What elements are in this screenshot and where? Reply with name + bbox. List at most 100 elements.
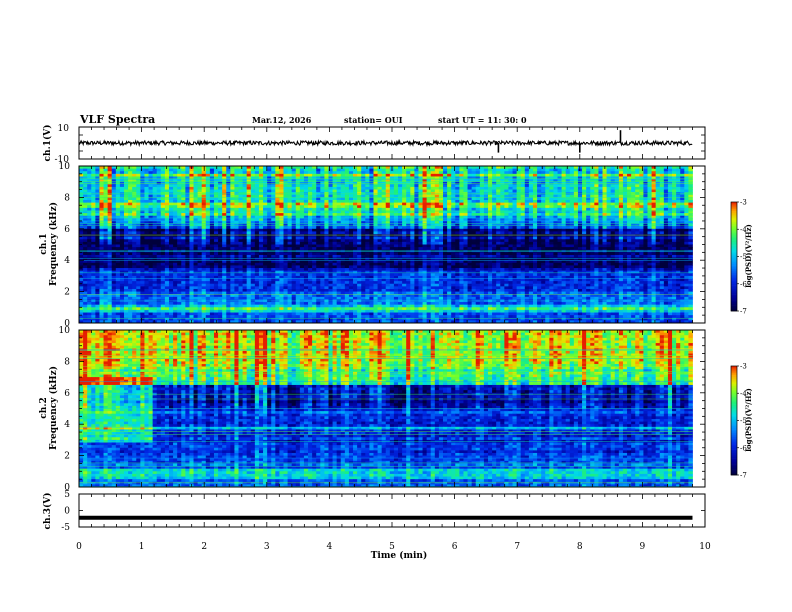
- spectrogram-cell: [467, 186, 473, 190]
- spectrogram-cell: [168, 205, 174, 209]
- spectrogram-cell: [545, 200, 550, 204]
- spectrogram-cell: [471, 247, 477, 251]
- spectrogram-cell: [447, 168, 452, 172]
- spectrogram-cell: [524, 207, 530, 211]
- spectrogram-cell: [471, 200, 477, 204]
- spectrogram-cell: [655, 189, 661, 193]
- spectrogram-cell: [508, 210, 513, 214]
- spectrogram-cell: [573, 207, 579, 211]
- spectrogram-cell: [103, 213, 109, 217]
- spectrogram-cell: [606, 215, 612, 219]
- spectrogram-cell: [577, 200, 583, 204]
- spectrogram-cell: [328, 186, 333, 190]
- spectrogram-cell: [627, 189, 632, 193]
- spectrogram-cell: [303, 213, 309, 217]
- spectrogram-cell: [365, 236, 370, 240]
- spectrogram-cell: [177, 176, 182, 180]
- spectrogram-cell: [455, 247, 460, 251]
- spectrogram-cell: [614, 207, 620, 211]
- spectrogram-cell: [193, 184, 199, 188]
- spectrogram-cell: [553, 173, 558, 177]
- spectrogram-cell: [594, 239, 599, 243]
- spectrogram-cell: [87, 239, 92, 243]
- spectrogram-cell: [438, 184, 444, 188]
- spectrogram-cell: [373, 171, 378, 175]
- spectrogram-cell: [136, 218, 141, 222]
- spectrogram-cell: [271, 213, 276, 217]
- spectrogram-cell: [365, 166, 370, 170]
- spectrogram-cell: [218, 194, 223, 198]
- spectrogram-cell: [238, 202, 243, 206]
- spectrogram-cell: [483, 186, 489, 190]
- spectrogram-cell: [410, 168, 415, 172]
- spectrogram-cell: [128, 189, 133, 193]
- spectrogram-cell: [218, 166, 223, 170]
- spectrogram-cell: [369, 231, 374, 235]
- spectrogram-cell: [303, 186, 309, 190]
- spectrogram-cell: [651, 228, 657, 232]
- spectrogram-cell: [107, 234, 113, 238]
- spectrogram-cell: [361, 223, 366, 227]
- spectrogram-cell: [218, 197, 223, 201]
- spectrogram-cell: [381, 220, 387, 224]
- spectrogram-cell: [357, 186, 362, 190]
- spectrogram-cell: [483, 194, 489, 198]
- spectrogram-cell: [168, 189, 174, 193]
- spectrogram-cell: [91, 215, 96, 219]
- spectrogram-cell: [684, 220, 689, 224]
- spectrogram-cell: [667, 241, 673, 245]
- spectrogram-cell: [463, 215, 468, 219]
- spectrogram-cell: [79, 244, 84, 248]
- spectrogram-cell: [267, 241, 272, 245]
- spectrogram-cell: [152, 189, 158, 193]
- spectrogram-cell: [238, 197, 243, 201]
- spectrogram-cell: [103, 247, 109, 251]
- spectrogram-cell: [573, 234, 579, 238]
- spectrogram-cell: [483, 168, 489, 172]
- spectrogram-cell: [520, 171, 526, 175]
- spectrogram-cell: [144, 194, 149, 198]
- spectrogram-cell: [504, 226, 509, 230]
- spectrogram-cell: [524, 210, 530, 214]
- spectrogram-cell: [242, 247, 248, 251]
- spectrogram-cell: [479, 247, 485, 251]
- spectrogram-cell: [467, 207, 473, 211]
- spectrogram-cell: [144, 228, 149, 232]
- spectrogram-cell: [434, 166, 440, 170]
- spectrogram-cell: [483, 223, 489, 227]
- spectrogram-cell: [500, 171, 505, 175]
- spectrogram-cell: [663, 205, 669, 209]
- spectrogram-cell: [483, 236, 489, 240]
- spectrogram-cell: [385, 234, 391, 238]
- spectrogram-cell: [438, 241, 444, 245]
- spectrogram-cell: [308, 223, 313, 227]
- spectrogram-cell: [537, 186, 542, 190]
- spectrogram-cell: [512, 220, 518, 224]
- spectrogram-cell: [557, 241, 562, 245]
- spectrogram-cell: [573, 228, 579, 232]
- spectrogram-cell: [688, 207, 693, 211]
- spectrogram-cell: [582, 173, 587, 177]
- spectrogram-cell: [643, 244, 648, 248]
- spectrogram-cell: [430, 210, 436, 214]
- spectrogram-cell: [643, 239, 648, 243]
- spectrogram-cell: [639, 194, 644, 198]
- spectrogram-cell: [422, 207, 428, 211]
- spectrogram-cell: [659, 241, 665, 245]
- spectrogram-cell: [569, 207, 575, 211]
- spectrogram-cell: [250, 239, 256, 243]
- spectrogram-cell: [234, 202, 239, 206]
- spectrogram-cell: [189, 220, 194, 224]
- spectrogram-cell: [381, 173, 387, 177]
- spectrogram-cell: [549, 236, 554, 240]
- spectrogram-cell: [275, 210, 280, 214]
- spectrogram-cell: [618, 213, 624, 217]
- spectrogram-cell: [250, 171, 256, 175]
- spectrogram-cell: [205, 215, 211, 219]
- spectrogram-cell: [148, 244, 154, 248]
- spectrogram-cell: [590, 234, 595, 238]
- spectrogram-cell: [635, 197, 640, 201]
- spectrogram-cell: [659, 220, 665, 224]
- spectrogram-cell: [398, 247, 403, 251]
- spectrogram-cell: [672, 220, 677, 224]
